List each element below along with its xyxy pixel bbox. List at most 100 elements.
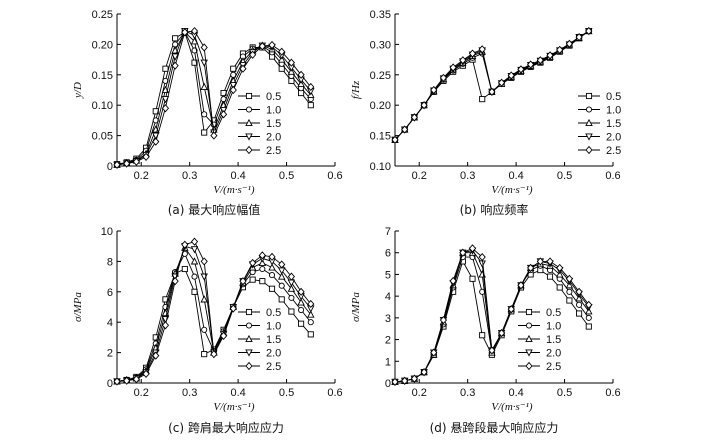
y-tick-label: 2 bbox=[107, 348, 113, 360]
y-tick-label: 4 bbox=[385, 291, 391, 303]
data-point bbox=[468, 49, 477, 58]
panel-caption: (a) 最大响应幅值 bbox=[168, 202, 261, 217]
series-2.5 bbox=[113, 26, 315, 169]
legend-label: 2.5 bbox=[546, 361, 561, 373]
legend-marker bbox=[245, 133, 253, 141]
x-tick-label: 0.3 bbox=[460, 170, 475, 182]
x-tick-label: 0.2 bbox=[134, 387, 149, 399]
legend-label: 2.0 bbox=[606, 132, 621, 144]
data-point bbox=[546, 257, 554, 266]
y-axis-label: σ/MPa bbox=[350, 292, 362, 322]
data-point bbox=[132, 157, 140, 166]
data-point bbox=[287, 284, 296, 292]
data-point bbox=[268, 252, 276, 261]
legend-label: 1.5 bbox=[266, 334, 281, 346]
x-tick-label: 0.4 bbox=[230, 387, 245, 399]
data-point bbox=[449, 63, 457, 72]
legend-marker bbox=[585, 92, 593, 100]
data-point bbox=[585, 323, 592, 330]
data-point bbox=[142, 369, 150, 378]
data-point bbox=[469, 275, 476, 282]
data-point bbox=[430, 348, 438, 357]
data-point bbox=[268, 272, 276, 279]
data-point bbox=[201, 351, 208, 358]
y-tick-label: 0.20 bbox=[370, 100, 391, 112]
legend-marker bbox=[525, 349, 533, 357]
data-point bbox=[191, 288, 198, 295]
legend-label: 2.0 bbox=[266, 132, 281, 144]
series-1.5 bbox=[391, 26, 593, 143]
data-point bbox=[566, 297, 573, 304]
y-tick-label: 0 bbox=[107, 161, 113, 173]
data-point bbox=[258, 251, 266, 260]
data-point bbox=[162, 296, 169, 303]
data-point bbox=[171, 53, 179, 61]
panel-caption: (c) 跨肩最大响应应力 bbox=[168, 420, 284, 435]
x-tick-label: 0.3 bbox=[182, 387, 197, 399]
x-tick-label: 0.4 bbox=[508, 170, 523, 182]
data-point bbox=[507, 71, 515, 80]
data-point bbox=[585, 300, 593, 309]
legend-label: 1.0 bbox=[546, 321, 561, 333]
x-axis-label: V/(m·s⁻¹) bbox=[491, 401, 533, 413]
y-tick-label: 10 bbox=[101, 226, 113, 238]
chart-panel-3: 0.2 0.3 0.4 0.5 0.6 0 2 4 6 8 10 V/(m·s⁻¹) σ/MPa 0.5 1… bbox=[72, 226, 343, 435]
data-point bbox=[566, 288, 573, 295]
data-point bbox=[190, 37, 199, 45]
data-point bbox=[420, 101, 428, 110]
data-point bbox=[297, 298, 305, 306]
data-point bbox=[229, 304, 237, 313]
y-tick-label: 0.10 bbox=[370, 161, 391, 173]
data-point bbox=[297, 287, 305, 296]
data-point bbox=[230, 65, 237, 72]
data-point bbox=[201, 326, 208, 333]
legend-marker bbox=[245, 349, 253, 357]
chart-panel-4: 0.2 0.3 0.4 0.5 0.6 0 1 2 3 4 5 6 7 V/(m·s⁻¹) σ/MPa 0.5… bbox=[350, 226, 621, 435]
legend: 0.5 1.01.5 2.02.5 bbox=[238, 91, 281, 157]
legend-marker bbox=[245, 334, 253, 343]
data-point bbox=[113, 377, 121, 386]
x-tick-label: 0.6 bbox=[605, 170, 620, 182]
data-point bbox=[229, 85, 237, 95]
legend-marker bbox=[585, 118, 593, 127]
legend-marker bbox=[245, 106, 253, 113]
data-point bbox=[152, 137, 160, 146]
data-point bbox=[459, 56, 467, 65]
data-point bbox=[298, 320, 305, 327]
data-point bbox=[546, 273, 554, 280]
data-point bbox=[556, 263, 564, 272]
legend-marker bbox=[245, 322, 253, 329]
series-2.5 bbox=[113, 237, 315, 386]
data-point bbox=[585, 26, 593, 36]
series-0.5 bbox=[391, 27, 592, 143]
x-tick-label: 0.2 bbox=[412, 170, 427, 182]
data-point bbox=[288, 308, 295, 315]
data-point bbox=[210, 131, 218, 140]
data-point bbox=[181, 240, 189, 249]
data-point bbox=[258, 42, 266, 51]
x-tick-label: 0.5 bbox=[279, 387, 294, 399]
data-point bbox=[229, 82, 238, 90]
data-point bbox=[556, 45, 564, 54]
data-point bbox=[297, 70, 305, 79]
y-tick-label: 0.05 bbox=[92, 131, 113, 143]
x-tick-label: 0.4 bbox=[230, 170, 245, 182]
legend-label: 2.0 bbox=[546, 348, 561, 360]
x-tick-label: 0.2 bbox=[134, 170, 149, 182]
data-point bbox=[259, 278, 266, 285]
data-point bbox=[488, 87, 496, 96]
legend-label: 1.0 bbox=[606, 105, 621, 117]
data-point bbox=[161, 321, 170, 330]
data-point bbox=[287, 272, 296, 281]
legend-marker bbox=[245, 361, 253, 371]
legend-label: 1.0 bbox=[266, 321, 281, 333]
data-point bbox=[488, 346, 496, 355]
x-axis-label: V/(m·s⁻¹) bbox=[213, 401, 255, 413]
legend-label: 0.5 bbox=[606, 91, 621, 103]
data-point bbox=[420, 368, 428, 377]
legend-marker bbox=[245, 308, 253, 316]
data-point bbox=[190, 237, 199, 246]
data-point bbox=[527, 60, 535, 69]
y-tick-label: 0 bbox=[107, 378, 113, 390]
